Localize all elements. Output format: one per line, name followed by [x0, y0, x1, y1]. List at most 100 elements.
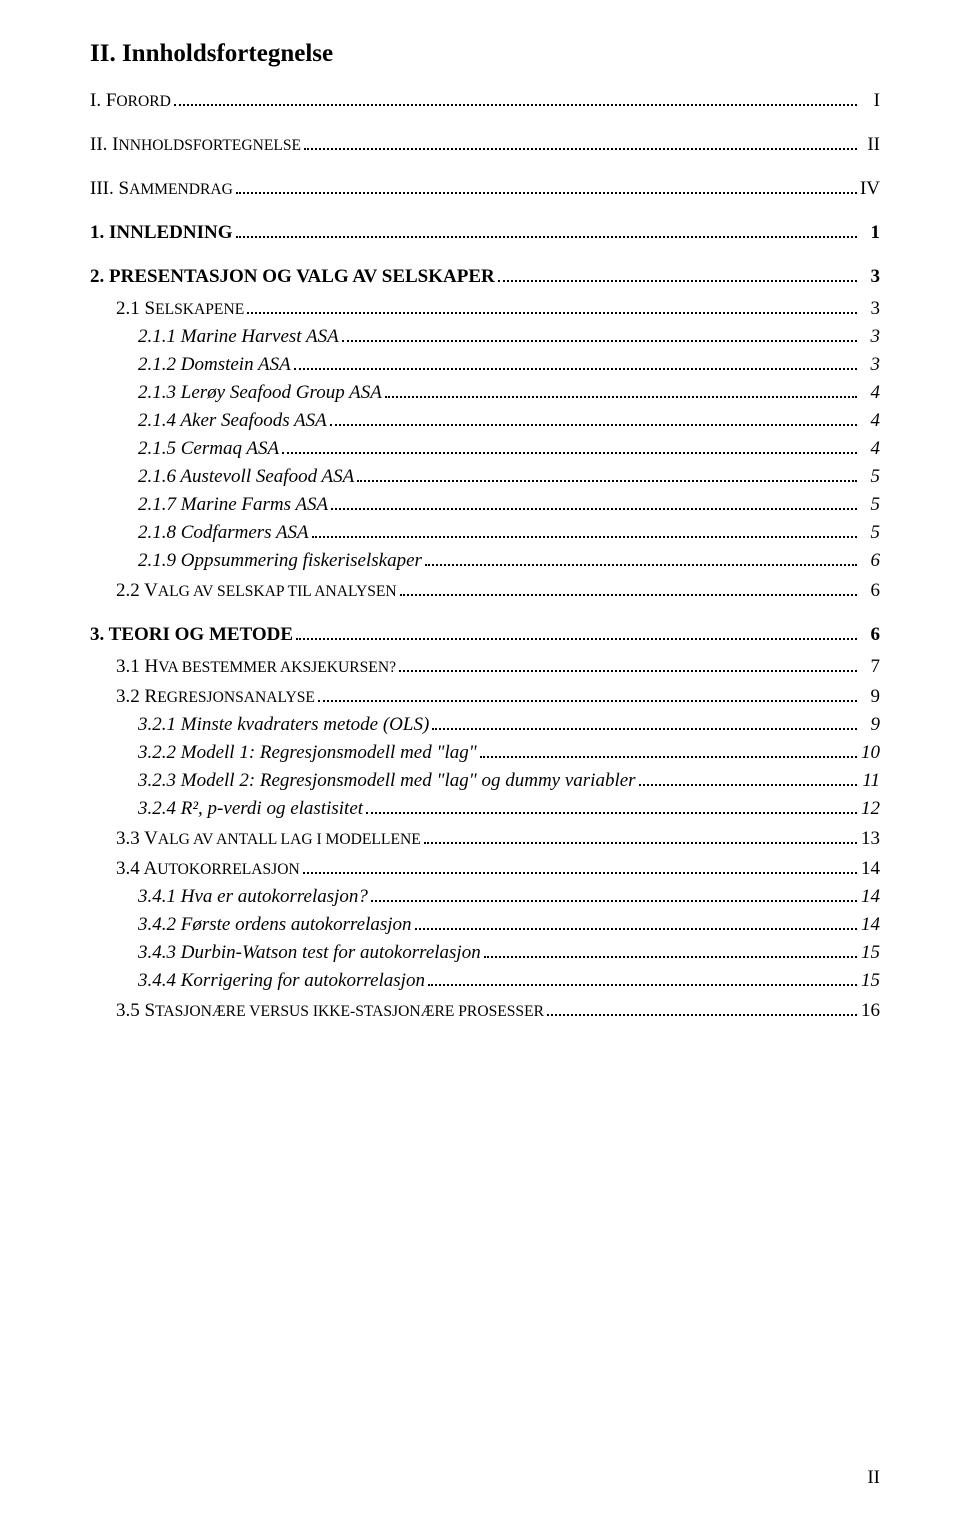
toc-entry-page: 5	[860, 466, 880, 488]
toc-leader-dots	[236, 179, 857, 194]
toc-entry-label: 2.1.7 Marine Farms ASA	[138, 494, 328, 516]
toc-entry-page: 4	[860, 382, 880, 404]
toc-entry-label: II. INNHOLDSFORTEGNELSE	[90, 134, 301, 156]
toc-leader-dots	[342, 327, 857, 342]
toc-leader-dots	[282, 439, 857, 454]
toc-entry-page: 6	[860, 550, 880, 572]
toc-entry-label: 2.1.5 Cermaq ASA	[138, 438, 279, 460]
toc-leader-dots	[424, 829, 857, 844]
toc-entry: 3.1 HVA BESTEMMER AKSJEKURSEN? 7	[116, 656, 880, 678]
toc-entry-label: I. FORORD	[90, 90, 171, 112]
toc-entry: 2.1.4 Aker Seafoods ASA4	[138, 410, 880, 432]
toc-entry-label: 2.1.1 Marine Harvest ASA	[138, 326, 339, 348]
page-title: II. Innholdsfortegnelse	[90, 40, 880, 68]
toc-leader-dots	[400, 581, 857, 596]
toc-entry-page: 3	[860, 298, 880, 320]
toc-entry-label: 2.1.9 Oppsummering fiskeriselskaper	[138, 550, 422, 572]
toc-entry-label: 3.4.4 Korrigering for autokorrelasjon	[138, 970, 425, 992]
toc-entry: 3.2 REGRESJONSANALYSE9	[116, 686, 880, 708]
toc-entry-label: 3.2.2 Modell 1: Regresjonsmodell med "la…	[138, 742, 477, 764]
toc-entry-page: I	[860, 90, 880, 112]
toc-entry-label: 3.4.2 Første ordens autokorrelasjon	[138, 914, 412, 936]
toc-entry: 2.2 VALG AV SELSKAP TIL ANALYSEN 6	[116, 580, 880, 602]
toc-leader-dots	[385, 383, 857, 398]
toc-leader-dots	[366, 799, 857, 814]
toc-entry: 3. TEORI OG METODE6	[90, 624, 880, 646]
toc-leader-dots	[247, 299, 857, 314]
toc-entry-label: 2.1.8 Codfarmers ASA	[138, 522, 309, 544]
toc-entry-page: 7	[860, 656, 880, 678]
toc-leader-dots	[331, 495, 857, 510]
toc-leader-dots	[498, 267, 857, 282]
toc-entry-label: 3.4.3 Durbin-Watson test for autokorrela…	[138, 942, 481, 964]
toc-entry: 2.1 SELSKAPENE 3	[116, 298, 880, 320]
table-of-contents: I. FORORD I II. INNHOLDSFORTEGNELSE II III. …	[90, 90, 880, 1022]
toc-entry: I. FORORD I	[90, 90, 880, 112]
toc-entry: 3.4 AUTOKORRELASJON14	[116, 858, 880, 880]
toc-entry-page: II	[860, 134, 880, 156]
toc-entry: 2.1.1 Marine Harvest ASA3	[138, 326, 880, 348]
toc-entry: 2. PRESENTASJON OG VALG AV SELSKAPER3	[90, 266, 880, 288]
toc-leader-dots	[547, 1001, 857, 1016]
toc-entry: 2.1.3 Lerøy Seafood Group ASA4	[138, 382, 880, 404]
toc-leader-dots	[296, 625, 857, 640]
toc-entry-page: 4	[860, 410, 880, 432]
page-number: II	[867, 1467, 880, 1489]
toc-leader-dots	[425, 551, 857, 566]
toc-leader-dots	[480, 743, 857, 758]
toc-entry: 3.3 VALG AV ANTALL LAG I MODELLENE 13	[116, 828, 880, 850]
toc-entry-label: 3.3 VALG AV ANTALL LAG I MODELLENE	[116, 828, 421, 850]
toc-entry-label: 3.2.3 Modell 2: Regresjonsmodell med "la…	[138, 770, 636, 792]
toc-entry-label: 3.4 AUTOKORRELASJON	[116, 858, 300, 880]
toc-leader-dots	[303, 859, 857, 874]
toc-entry: 1. INNLEDNING 1	[90, 222, 880, 244]
toc-entry-page: 3	[860, 354, 880, 376]
toc-entry: 3.4.1 Hva er autokorrelasjon? 14	[138, 886, 880, 908]
toc-entry-page: 6	[860, 580, 880, 602]
toc-leader-dots	[432, 715, 857, 730]
toc-entry: 3.2.2 Modell 1: Regresjonsmodell med "la…	[138, 742, 880, 764]
toc-entry-label: 1. INNLEDNING	[90, 222, 233, 244]
toc-entry-label: 2.2 VALG AV SELSKAP TIL ANALYSEN	[116, 580, 397, 602]
toc-entry-page: 4	[860, 438, 880, 460]
toc-entry: 3.5 STASJONÆRE VERSUS IKKE-STASJONÆRE PR…	[116, 1000, 880, 1022]
toc-entry-page: IV	[860, 178, 880, 200]
toc-leader-dots	[312, 523, 857, 538]
toc-leader-dots	[484, 943, 857, 958]
toc-leader-dots	[330, 411, 857, 426]
toc-entry: 2.1.6 Austevoll Seafood ASA 5	[138, 466, 880, 488]
toc-leader-dots	[415, 915, 857, 930]
toc-entry: II. INNHOLDSFORTEGNELSE II	[90, 134, 880, 156]
toc-entry-label: 3.4.1 Hva er autokorrelasjon?	[138, 886, 368, 908]
document-page: II. Innholdsfortegnelse I. FORORD I II. IN…	[0, 0, 960, 1519]
toc-entry: 3.2.1 Minste kvadraters metode (OLS)9	[138, 714, 880, 736]
toc-leader-dots	[318, 687, 857, 702]
toc-leader-dots	[174, 91, 857, 106]
toc-entry: 3.4.2 Første ordens autokorrelasjon14	[138, 914, 880, 936]
toc-leader-dots	[357, 467, 857, 482]
toc-entry-page: 16	[860, 1000, 880, 1022]
toc-entry-label: 3.1 HVA BESTEMMER AKSJEKURSEN?	[116, 656, 396, 678]
toc-leader-dots	[371, 887, 857, 902]
toc-entry-label: III. SAMMENDRAG	[90, 178, 233, 200]
toc-entry-label: 3.2.4 R², p-verdi og elastisitet	[138, 798, 363, 820]
toc-entry-label: 2.1 SELSKAPENE	[116, 298, 244, 320]
toc-entry: 3.2.4 R², p-verdi og elastisitet 12	[138, 798, 880, 820]
toc-entry-page: 14	[860, 886, 880, 908]
toc-entry: III. SAMMENDRAG IV	[90, 178, 880, 200]
toc-entry-label: 3.2.1 Minste kvadraters metode (OLS)	[138, 714, 429, 736]
toc-entry-label: 3.5 STASJONÆRE VERSUS IKKE-STASJONÆRE PR…	[116, 1000, 544, 1022]
toc-entry-page: 13	[860, 828, 880, 850]
toc-entry: 3.4.4 Korrigering for autokorrelasjon15	[138, 970, 880, 992]
toc-entry-label: 3. TEORI OG METODE	[90, 624, 293, 646]
toc-entry-label: 2.1.6 Austevoll Seafood ASA	[138, 466, 354, 488]
toc-entry-page: 10	[860, 742, 880, 764]
toc-entry: 2.1.5 Cermaq ASA 4	[138, 438, 880, 460]
toc-leader-dots	[304, 135, 857, 150]
toc-entry-page: 5	[860, 494, 880, 516]
toc-entry-page: 11	[860, 770, 880, 792]
toc-entry-page: 12	[860, 798, 880, 820]
toc-entry: 3.4.3 Durbin-Watson test for autokorrela…	[138, 942, 880, 964]
toc-entry-page: 1	[860, 222, 880, 244]
toc-leader-dots	[236, 223, 857, 238]
